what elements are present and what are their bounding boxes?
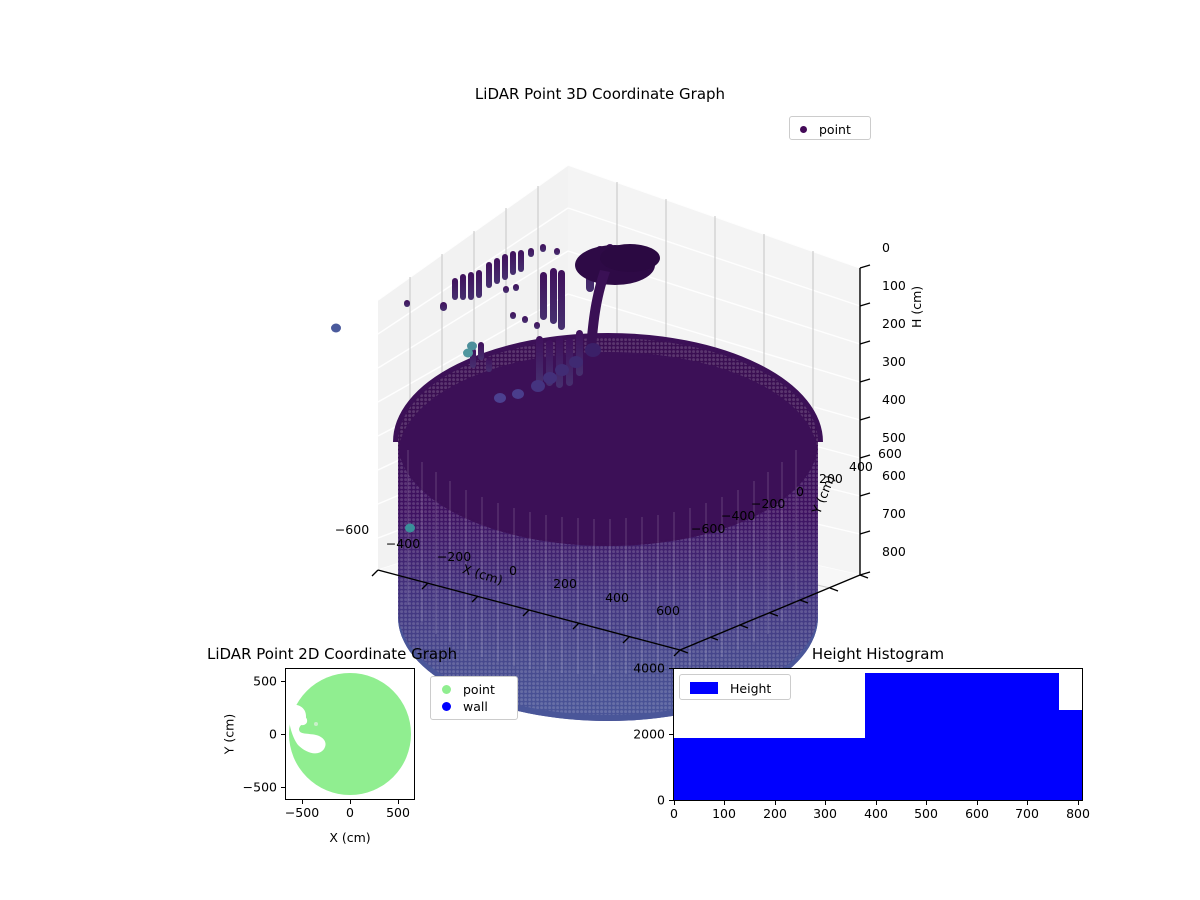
histogram-xtick: 800 [1066, 806, 1090, 821]
legend-label: point [463, 682, 495, 697]
histogram-xtick-mark [724, 801, 725, 805]
plot2d-legend[interactable]: point wall [430, 676, 518, 720]
histogram-xtick: 400 [864, 806, 888, 821]
histogram-xtick: 300 [813, 806, 837, 821]
circle-dot-icon [442, 685, 451, 694]
histogram-bar [1059, 710, 1082, 800]
point-cloud-2d [288, 673, 411, 795]
histogram-xtick: 100 [712, 806, 736, 821]
histogram-ytick: 4000 [633, 660, 665, 676]
point-cloud-3d [331, 244, 823, 721]
plot3d-legend[interactable]: point [789, 116, 871, 140]
histogram-ytick-mark [669, 668, 673, 669]
plot3d-ytick: 0 [796, 484, 804, 499]
histogram-xtick-mark [1027, 801, 1028, 805]
plot2d-ytick: −500 [242, 779, 277, 795]
histogram-ytick: 0 [657, 792, 665, 808]
plot3d-xtick: 0 [509, 563, 517, 578]
histogram-xtick: 0 [670, 806, 678, 821]
histogram-ytick: 2000 [633, 726, 665, 742]
circle-dot-icon [800, 125, 807, 133]
legend-label: wall [463, 699, 488, 714]
plot3d-htick: 300 [882, 354, 906, 369]
plot3d-ytick: 600 [878, 446, 902, 461]
plot2d-xtick-mark [350, 800, 351, 804]
plot3d-xtick: 600 [656, 603, 680, 618]
plot3d-axes[interactable]: −600 −400 −200 0 200 400 600 X (cm) 600 … [300, 150, 924, 721]
plot2d-title: LiDAR Point 2D Coordinate Graph [207, 645, 458, 663]
plot3d-htick: 700 [882, 506, 906, 521]
plot3d-xtick: −200 [436, 549, 472, 564]
circle-dot-icon [442, 702, 451, 711]
plot2d-ytick: 500 [253, 673, 277, 689]
plot3d-htick: 600 [882, 468, 906, 483]
plot3d-htick: 0 [882, 240, 890, 255]
histogram-xtick-mark [1078, 801, 1079, 805]
histogram-xtick: 200 [763, 806, 787, 821]
plot3d-htick: 100 [882, 278, 906, 293]
plot3d-xtick: 400 [605, 590, 629, 605]
plot2d-ylabel: Y (cm) [221, 713, 237, 755]
histogram-legend[interactable]: Height [679, 674, 791, 700]
histogram-ytick-mark [669, 800, 673, 801]
plot3d-ytick: −400 [721, 508, 756, 523]
plot3d-htick: 200 [882, 316, 906, 331]
plot3d-htick: 400 [882, 392, 906, 407]
histogram-xtick-mark [876, 801, 877, 805]
plot3d-xtick: −600 [334, 522, 370, 537]
plot3d-hlabel: H (cm) [909, 285, 924, 328]
histogram-axes[interactable] [673, 668, 1083, 801]
histogram-xtick: 700 [1015, 806, 1039, 821]
plot2d-ytick-mark [281, 734, 285, 735]
legend-label: Height [730, 680, 772, 696]
legend-item: wall [439, 698, 509, 715]
histogram-xtick-mark [977, 801, 978, 805]
plot2d-xtick: 500 [386, 805, 410, 820]
plot2d-xtick: 0 [346, 805, 354, 820]
legend-label: point [819, 121, 851, 137]
histogram-xtick: 500 [914, 806, 938, 821]
plot3d-ytick: −600 [691, 521, 726, 536]
plot2d-axes[interactable] [285, 668, 415, 800]
plot2d-xtick-mark [302, 800, 303, 804]
plot3d-ytick: −200 [751, 496, 786, 511]
histogram-xtick-mark [926, 801, 927, 805]
plot2d-xtick: −500 [284, 805, 320, 820]
plot2d-ytick-mark [281, 681, 285, 682]
histogram-bar [674, 738, 865, 800]
legend-item: point [439, 681, 509, 698]
plot3d-htick: 500 [882, 430, 906, 445]
histogram-xtick-mark [775, 801, 776, 805]
histogram-bar [865, 673, 1059, 800]
plot2d-ytick: 0 [269, 726, 277, 742]
plot3d-title: LiDAR Point 3D Coordinate Graph [474, 85, 726, 103]
histogram-title: Height Histogram [811, 645, 945, 663]
plot2d-ytick-mark [281, 787, 285, 788]
histogram-xtick-mark [825, 801, 826, 805]
plot3d-ytick: 200 [819, 471, 843, 486]
plot3d-scene [331, 164, 871, 721]
legend-item: Height [688, 679, 782, 697]
rect-patch-icon [690, 682, 718, 694]
histogram-xtick-mark [674, 801, 675, 805]
plot2d-xlabel: X (cm) [329, 830, 371, 845]
plot3d-xtick: 200 [553, 576, 577, 591]
plot3d-xtick: −400 [385, 536, 421, 551]
plot3d-htick: 800 [882, 544, 906, 559]
histogram-xtick: 600 [965, 806, 989, 821]
plot2d-xtick-mark [398, 800, 399, 804]
legend-item: point [798, 121, 862, 137]
plot3d-ytick: 400 [849, 459, 873, 474]
histogram-ytick-mark [669, 734, 673, 735]
